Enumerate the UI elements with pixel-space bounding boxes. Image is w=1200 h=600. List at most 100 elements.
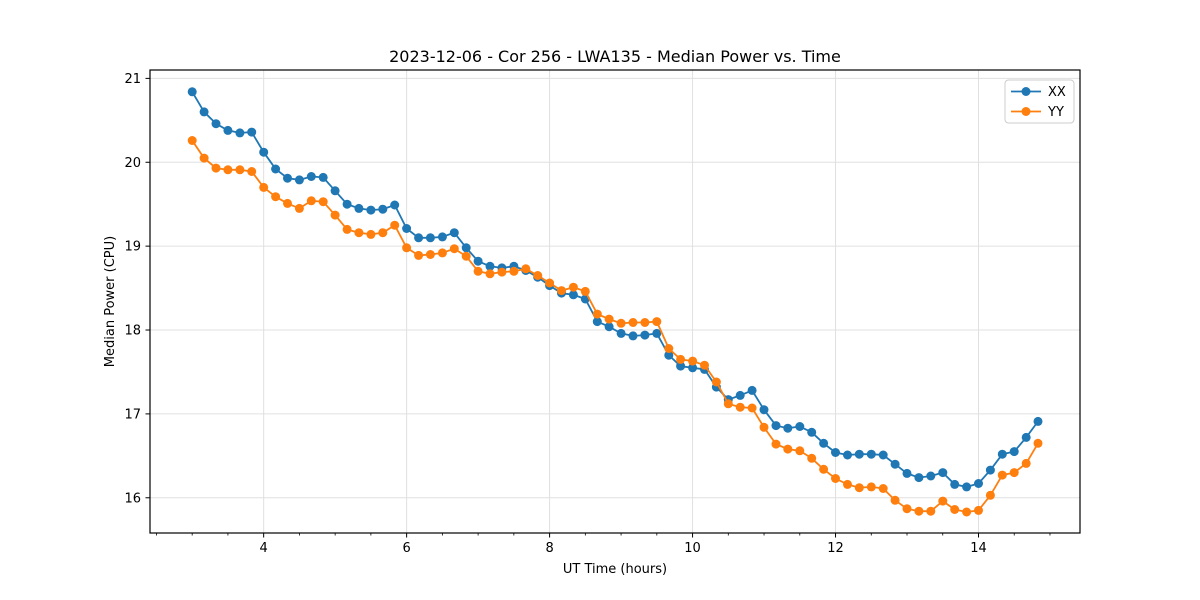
data-point — [449, 228, 459, 238]
series-line-xx — [191, 91, 1039, 488]
x-tick-label: 4 — [260, 541, 268, 556]
data-point — [437, 248, 447, 258]
legend-label-xx: XX — [1048, 85, 1066, 100]
data-point — [735, 390, 745, 400]
data-point — [866, 482, 876, 492]
data-point — [437, 232, 447, 242]
data-point — [819, 464, 829, 474]
y-tick-label: 18 — [124, 324, 141, 339]
data-point — [485, 269, 495, 279]
data-point — [807, 453, 817, 463]
legend-item-xx[interactable]: XX — [1011, 85, 1066, 100]
y-tick-label: 16 — [124, 491, 141, 506]
data-point — [1021, 432, 1031, 442]
data-point — [604, 322, 614, 332]
data-point — [902, 504, 912, 514]
data-point — [568, 290, 578, 300]
data-point — [378, 204, 388, 214]
data-point — [473, 256, 483, 266]
data-point — [580, 286, 590, 296]
x-tick-label: 10 — [684, 541, 701, 556]
data-series-yy — [187, 136, 1043, 517]
data-point — [521, 264, 531, 274]
data-point — [771, 439, 781, 449]
data-point — [854, 449, 864, 459]
data-point — [223, 125, 233, 135]
data-point — [843, 479, 852, 489]
plot-border — [149, 69, 1081, 534]
data-point — [294, 203, 304, 213]
chart-title: 2023-12-06 - Cor 256 - LWA135 - Median P… — [389, 47, 841, 66]
x-tick-label: 6 — [402, 541, 410, 556]
data-point — [271, 164, 281, 174]
data-point — [247, 167, 257, 176]
data-point — [533, 271, 543, 280]
data-point — [342, 224, 352, 234]
data-point — [676, 354, 686, 364]
data-point — [247, 127, 257, 137]
data-point — [306, 196, 316, 206]
legend-item-yy[interactable]: YY — [1011, 105, 1064, 120]
data-point — [592, 309, 602, 319]
data-point — [545, 278, 555, 288]
data-point — [211, 163, 221, 173]
data-point — [771, 421, 781, 431]
data-point — [652, 317, 662, 327]
data-point — [878, 484, 888, 493]
data-point — [795, 422, 805, 431]
data-point — [783, 444, 793, 454]
data-point — [461, 251, 471, 261]
data-point — [592, 317, 602, 327]
data-point — [664, 350, 674, 360]
x-tick-label: 12 — [827, 541, 844, 556]
data-point — [259, 182, 269, 192]
data-point — [652, 328, 662, 338]
data-point — [461, 243, 471, 253]
data-point — [330, 210, 340, 220]
data-point — [795, 446, 805, 456]
y-tick-label: 20 — [124, 156, 141, 171]
data-point — [509, 266, 519, 276]
data-point — [402, 224, 412, 233]
grid — [150, 70, 1080, 533]
x-tick-label: 14 — [970, 541, 987, 556]
data-point — [711, 377, 721, 387]
data-point — [866, 449, 876, 459]
y-tick-label: 17 — [124, 407, 141, 422]
data-point — [223, 165, 233, 175]
data-series-xx — [187, 87, 1043, 492]
legend-label-yy: YY — [1047, 105, 1064, 120]
data-point — [878, 450, 888, 460]
data-point — [1009, 447, 1019, 457]
data-point — [688, 363, 698, 373]
data-point — [723, 399, 733, 409]
data-point — [414, 233, 424, 243]
legend-marker-yy — [1021, 107, 1031, 116]
data-point — [628, 318, 638, 327]
data-point — [974, 505, 983, 515]
data-point — [306, 172, 316, 181]
data-point — [259, 147, 269, 157]
data-point — [449, 244, 459, 254]
data-point — [843, 450, 852, 460]
data-point — [604, 314, 614, 324]
data-point — [974, 479, 983, 488]
data-point — [640, 318, 650, 327]
legend[interactable]: XX YY — [1004, 79, 1075, 124]
data-point — [354, 228, 364, 238]
data-point — [473, 266, 483, 276]
data-point — [926, 471, 936, 481]
data-point — [640, 330, 650, 340]
data-point — [914, 473, 924, 483]
data-point — [938, 468, 948, 478]
data-point — [985, 490, 995, 500]
data-point — [831, 448, 840, 457]
data-point — [735, 402, 745, 412]
data-point — [283, 198, 292, 208]
data-point — [747, 385, 757, 395]
data-point — [366, 229, 376, 239]
data-point — [890, 459, 900, 469]
data-point — [926, 506, 936, 516]
